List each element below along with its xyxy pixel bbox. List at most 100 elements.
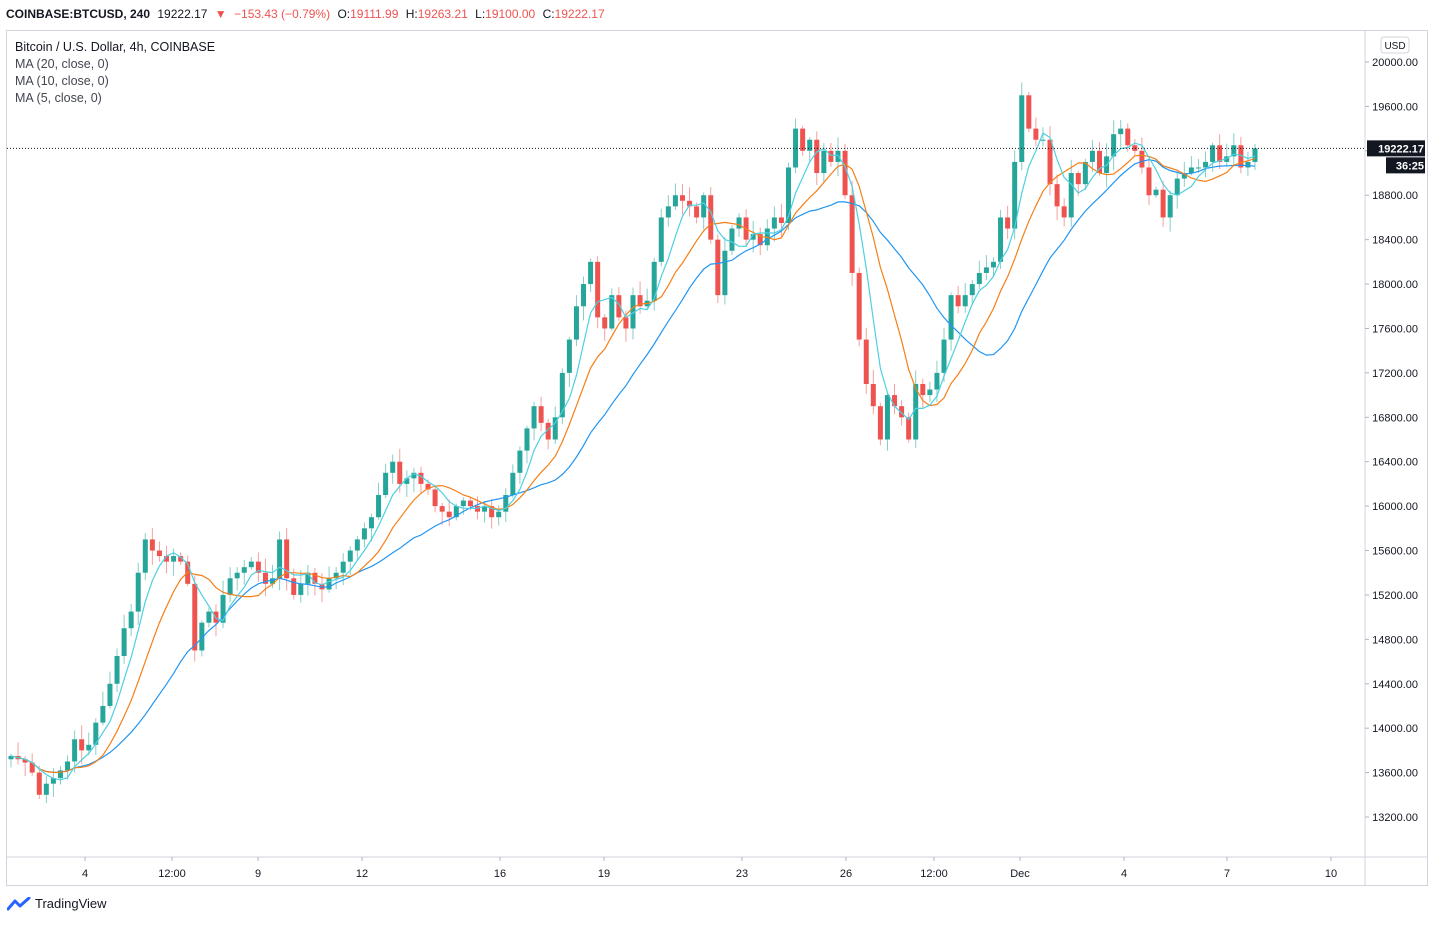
candle-up — [1245, 161, 1251, 168]
candle-up — [531, 406, 537, 429]
y-tick-label: 15600.00 — [1372, 546, 1418, 558]
candle-up — [517, 450, 523, 473]
candle-down — [856, 272, 862, 340]
candle-up — [1040, 139, 1046, 141]
candle-up — [1195, 167, 1201, 169]
candle-up — [411, 472, 417, 479]
candle-down — [899, 406, 905, 418]
y-tick-label: 14400.00 — [1372, 679, 1418, 691]
candle-up — [72, 739, 78, 762]
candle-up — [43, 783, 49, 795]
candle-up — [114, 656, 120, 684]
candle-up — [376, 495, 382, 518]
candle-up — [1181, 173, 1187, 179]
candle-down — [1238, 145, 1244, 168]
candle-down — [637, 295, 643, 307]
candle-up — [128, 611, 134, 629]
y-tick-label: 16400.00 — [1372, 457, 1418, 469]
candle-up — [453, 506, 459, 518]
countdown-badge — [1386, 157, 1425, 174]
candle-down — [1160, 189, 1166, 218]
candle-down — [1026, 95, 1032, 129]
x-tick-label: 12:00 — [158, 868, 186, 880]
candle-down — [418, 472, 424, 484]
candle-up — [1167, 195, 1173, 218]
x-tick-label: 12:00 — [920, 868, 948, 880]
x-tick-label: 19 — [598, 868, 610, 880]
candle-up — [234, 572, 240, 579]
candle-down — [178, 556, 184, 562]
legend-ma5[interactable]: MA (5, close, 0) — [15, 91, 102, 105]
candle-down — [29, 762, 35, 773]
candle-up — [404, 478, 410, 484]
currency-button-label[interactable]: USD — [1384, 41, 1405, 52]
candle-down — [616, 295, 622, 318]
candle-up — [383, 472, 389, 496]
candle-up — [93, 722, 99, 745]
candle-up — [658, 217, 664, 262]
candle-up — [333, 572, 339, 579]
candle-down — [432, 489, 438, 507]
current-price-badge — [1367, 140, 1425, 157]
candle-up — [65, 761, 71, 771]
candle-up — [807, 139, 813, 151]
close-value: 19222.17 — [554, 7, 605, 21]
candle-down — [262, 572, 268, 584]
candle-up — [100, 705, 106, 723]
legend-title[interactable]: Bitcoin / U.S. Dollar, 4h, COINBASE — [15, 40, 216, 54]
currency-button[interactable] — [1380, 36, 1410, 54]
candle-down — [255, 561, 261, 573]
x-tick-label: 16 — [494, 868, 506, 880]
candle-down — [538, 406, 544, 423]
candle-up — [771, 217, 777, 229]
candle-down — [1139, 150, 1145, 168]
candle-down — [863, 339, 869, 384]
candle-up — [1089, 150, 1095, 162]
candle-down — [439, 506, 445, 512]
candle-up — [460, 500, 466, 507]
y-tick-label: 13200.00 — [1372, 812, 1418, 824]
ma10-line — [10, 154, 1256, 774]
candle-down — [1033, 128, 1039, 140]
candle-down — [545, 422, 551, 440]
candle-up — [1203, 161, 1209, 168]
candle-down — [828, 150, 834, 162]
candle-up — [524, 428, 530, 451]
y-tick-label: 17200.00 — [1372, 368, 1418, 380]
candle-up — [107, 683, 113, 706]
close-label: C: — [542, 7, 555, 21]
candle-up — [750, 234, 756, 240]
symbol-label[interactable]: COINBASE:BTCUSD, 240 — [6, 7, 151, 21]
candle-up — [983, 267, 989, 273]
legend-ma10[interactable]: MA (10, close, 0) — [15, 74, 109, 88]
tradingview-footer[interactable]: TradingView — [7, 896, 107, 911]
candle-up — [630, 295, 636, 329]
y-tick-label: 18400.00 — [1372, 235, 1418, 247]
legend-ma20[interactable]: MA (20, close, 0) — [15, 57, 109, 71]
x-tick-label: Dec — [1010, 868, 1030, 880]
candle-up — [142, 539, 148, 573]
chart-legend: Bitcoin / U.S. Dollar, 4h, COINBASE MA (… — [15, 39, 215, 107]
last-price: 19222.17 — [157, 7, 208, 21]
candle-up — [8, 755, 14, 760]
low-value: 19100.00 — [485, 7, 536, 21]
candle-down — [955, 295, 961, 307]
low-label: L: — [475, 7, 486, 21]
candle-up — [199, 622, 205, 651]
chart-frame — [6, 30, 1428, 886]
candle-up — [361, 528, 367, 540]
candle-down — [1217, 145, 1223, 162]
y-tick-label: 14800.00 — [1372, 634, 1418, 646]
candle-up — [588, 261, 594, 285]
candle-up — [1210, 145, 1216, 162]
x-tick-label: 26 — [840, 868, 852, 880]
candle-up — [390, 461, 396, 473]
candle-down — [36, 772, 42, 795]
ma5-line — [10, 132, 1256, 781]
candle-up — [559, 372, 565, 418]
candle-up — [941, 339, 947, 373]
candle-up — [510, 472, 516, 496]
candle-down — [22, 759, 28, 763]
candle-up — [1153, 189, 1159, 196]
